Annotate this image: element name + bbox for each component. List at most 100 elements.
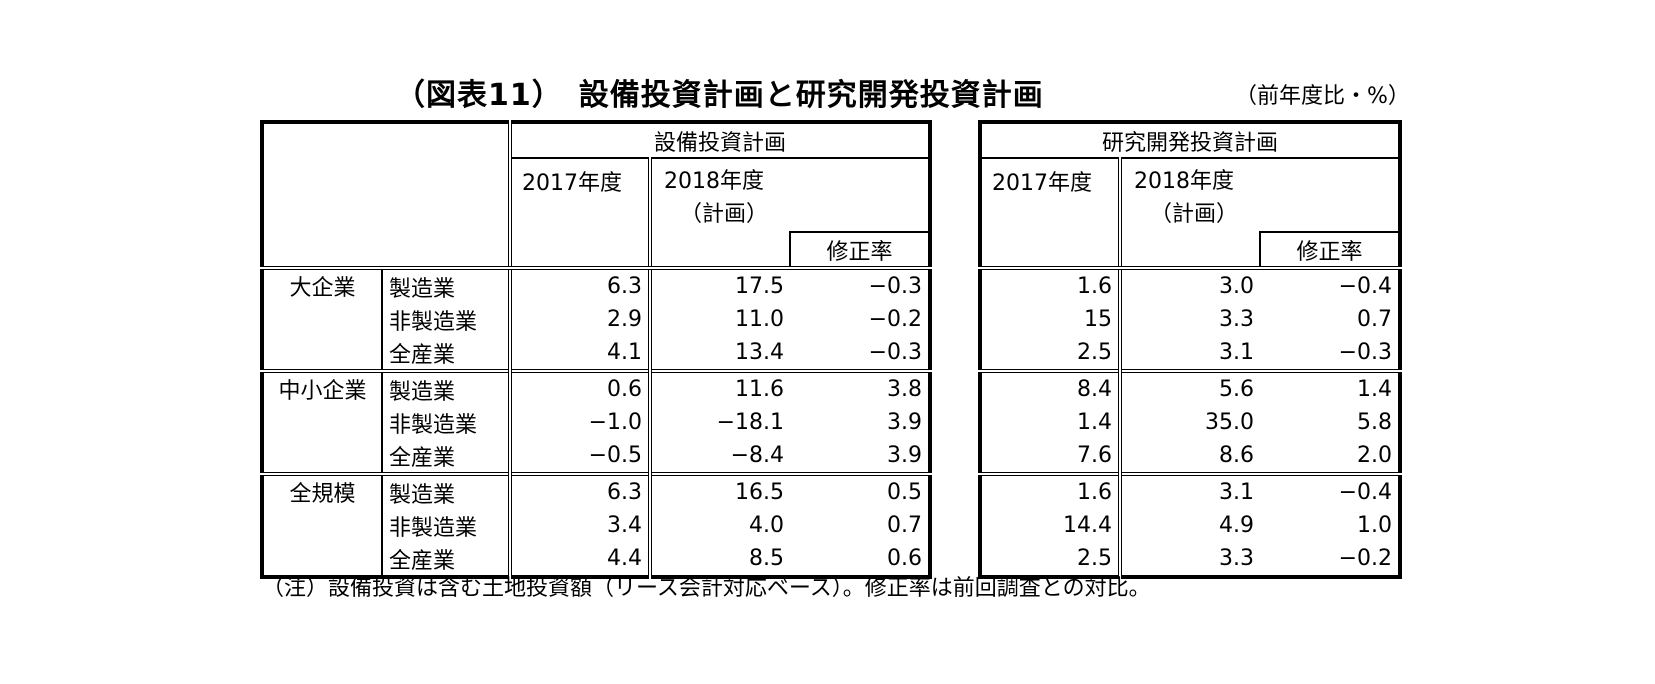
corner-cell [262,122,510,270]
rnd-cell: 1.4 [1260,369,1400,406]
capex-cell: 4.1 [508,336,650,371]
rnd-cell: −0.3 [1338,340,1392,365]
table-row: 全産業 −0.5 −8.4 3.9 [262,439,930,474]
rnd-cell: 0.7 [1357,307,1392,332]
capex-cell: 13.4 [648,336,790,371]
rnd-2018-year: 2018年度 [1134,169,1234,194]
capex-cell: 0.7 [887,513,922,538]
table-row: 7.6 8.6 2.0 [980,439,1400,474]
table-row: 全産業 4.4 8.5 0.6 [262,542,930,577]
rnd-table: 研究開発投資計画 2017年度 2018年度 （計画） 修正率 1.6 3.0 … [978,120,1402,579]
capex-cell: 0.5 [790,472,930,509]
capex-cell: −1.0 [508,406,650,439]
capex-2017-header: 2017年度 [508,158,650,270]
table-row: 全規模 製造業 6.3 16.5 0.5 [262,472,930,577]
rnd-cell: 1.6 [1077,274,1112,299]
capex-cell: 2.9 [508,303,650,336]
rnd-cell: 4.9 [1118,509,1260,542]
group-label: 大企業 [289,276,356,301]
group-label: 中小企業 [262,369,382,474]
capex-cell: 3.4 [508,509,650,542]
table-row: 1.6 3.0 −0.4 [980,268,1400,303]
capex-cell: 6.3 [508,472,650,509]
rnd-section-header: 研究開発投資計画 [980,122,1400,159]
capex-cell: −8.4 [648,439,790,474]
rnd-2018-plan: （計画） [1150,202,1239,227]
rnd-2017-header: 2017年度 [980,158,1120,270]
capex-mod-header: 修正率 [789,231,930,270]
capex-cell: 0.6 [887,546,922,571]
capex-cell: 3.8 [790,369,930,406]
capex-2018-header: 2018年度 （計画） [648,158,930,232]
rnd-cell: 5.6 [1118,369,1260,406]
group-label: 全規模 [262,472,382,577]
table-row: 非製造業 3.4 4.0 0.7 [262,509,930,542]
rnd-cell: 3.3 [1118,303,1260,336]
table-row: 8.4 5.6 1.4 [980,369,1400,406]
rnd-2018-header: 2018年度 （計画） [1118,158,1400,232]
industry-label: 全産業 [381,542,510,577]
capex-cell: 4.0 [648,509,790,542]
rnd-cell: 2.0 [1357,443,1392,468]
table-row: 14.4 4.9 1.0 [980,509,1400,542]
rnd-cell: 14.4 [1063,513,1112,538]
table-row: 2.5 3.3 −0.2 [980,542,1400,577]
capex-cell: −0.3 [868,274,922,299]
capex-cell: 4.4 [508,542,650,577]
capex-cell: 3.9 [887,443,922,468]
rnd-cell: 8.6 [1118,439,1260,474]
rnd-cell: 15 [1084,307,1112,332]
industry-label: 全産業 [381,439,510,474]
rnd-cell: 2.5 [1077,340,1112,365]
rnd-cell: 7.6 [1077,443,1112,468]
capex-section-header: 設備投資計画 [508,122,930,159]
capex-2018-blank [648,232,790,270]
capex-table: 設備投資計画 2017年度 2018年度 （計画） 修正率 大企業 製造業 6.… [260,120,932,579]
table-row: 中小企業 製造業 0.6 11.6 3.8 [262,369,930,474]
table-row: 全産業 4.1 13.4 −0.3 [262,336,930,371]
industry-label: 非製造業 [381,509,510,542]
capex-cell: −0.5 [508,439,650,474]
capex-cell: 8.5 [648,542,790,577]
rnd-cell: 2.5 [1077,546,1112,571]
capex-cell: −0.2 [868,307,922,332]
capex-cell: 11.6 [648,369,790,406]
table-row: 非製造業 −1.0 −18.1 3.9 [262,406,930,439]
capex-cell: −0.3 [868,340,922,365]
capex-cell: 11.0 [648,303,790,336]
page-title: （図表11） 設備投資計画と研究開発投資計画 [395,78,1044,113]
rnd-mod-header: 修正率 [1259,231,1400,270]
rnd-cell: 3.1 [1118,336,1260,371]
industry-label: 非製造業 [381,303,510,336]
table-row: 15 3.3 0.7 [980,303,1400,336]
footnote: （注）設備投資は含む土地投資額（リース会計対応ベース）。修正率は前回調査との対比… [262,576,1151,601]
capex-cell: 16.5 [648,472,790,509]
rnd-cell: 5.8 [1357,410,1392,435]
table-row: 1.4 35.0 5.8 [980,406,1400,439]
rnd-cell: 3.3 [1118,542,1260,577]
table-row: 大企業 製造業 6.3 17.5 −0.3 [262,268,930,303]
industry-label: 製造業 [381,268,510,303]
rnd-cell: 3.1 [1118,472,1260,509]
rnd-cell: 1.0 [1357,513,1392,538]
rnd-cell: 3.0 [1118,268,1260,303]
rnd-cell: 35.0 [1118,406,1260,439]
rnd-2018-blank [1118,232,1260,270]
capex-2018-year: 2018年度 [664,169,764,194]
capex-cell: −18.1 [648,406,790,439]
table-row: 2.5 3.1 −0.3 [980,336,1400,371]
industry-label: 製造業 [381,369,510,406]
rnd-cell: 8.4 [980,369,1120,406]
capex-cell: 0.6 [508,369,650,406]
industry-label: 非製造業 [381,406,510,439]
capex-2018-plan: （計画） [680,202,769,227]
capex-cell: 17.5 [648,268,790,303]
rnd-cell: −0.4 [1338,274,1392,299]
rnd-cell: 1.6 [980,472,1120,509]
capex-cell: 6.3 [508,268,650,303]
table-row: 非製造業 2.9 11.0 −0.2 [262,303,930,336]
industry-label: 製造業 [381,472,510,509]
rnd-cell: −0.2 [1338,546,1392,571]
unit-label: （前年度比・%） [1235,84,1410,109]
table-row: 1.6 3.1 −0.4 [980,472,1400,509]
